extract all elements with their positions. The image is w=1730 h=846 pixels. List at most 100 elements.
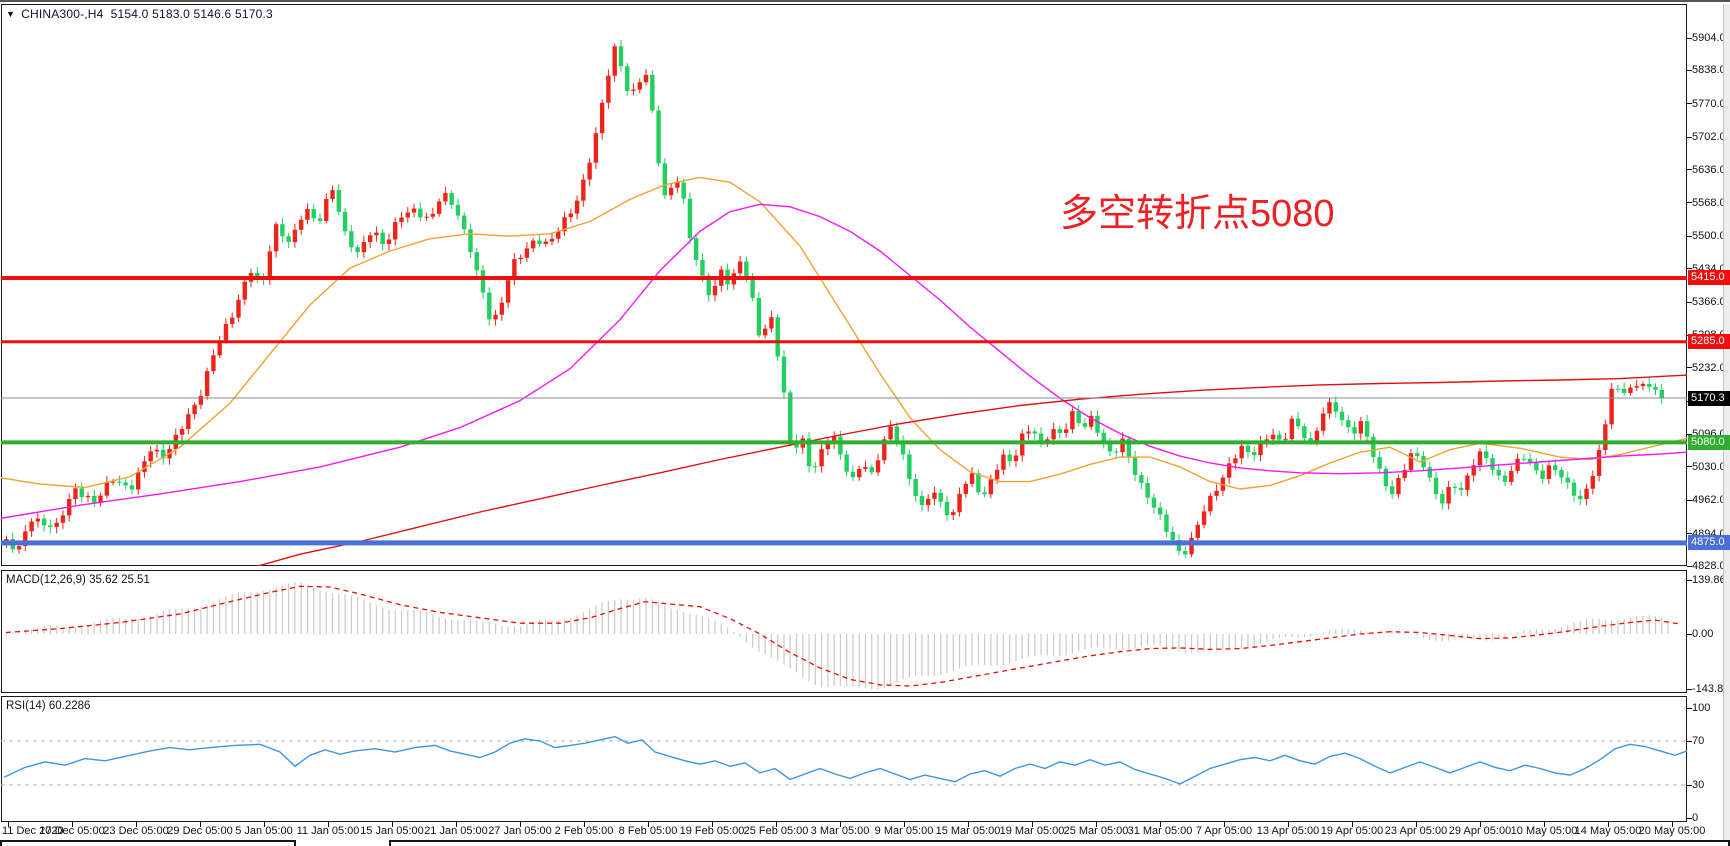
time-axis-label: 25 Mar 05:00 [1063, 825, 1129, 837]
price-axis-label: 5770.0 [1692, 97, 1726, 110]
time-tick-mark [712, 822, 713, 827]
time-tick-mark [264, 822, 265, 827]
time-axis-label: 14 May 05:00 [1574, 825, 1642, 837]
time-axis-label: 23 Dec 05:00 [103, 825, 169, 837]
symbol-label: CHINA300-,H4 [21, 7, 104, 21]
axis-tick-mark [1687, 499, 1692, 501]
time-tick-mark [776, 822, 777, 827]
symbol-ohlc-header: ▼ CHINA300-,H4 5154.0 5183.0 5146.6 5170.… [6, 7, 273, 21]
time-axis-label: 15 Mar 05:00 [935, 825, 1001, 837]
time-axis-label: 20 May 05:00 [1638, 825, 1706, 837]
time-axis-label: 27 Jan 05:00 [488, 825, 552, 837]
time-tick-mark [1160, 822, 1161, 827]
time-tick-mark [456, 822, 457, 827]
axis-tick-mark [1687, 688, 1692, 690]
rsi-indicator-panel[interactable] [1, 696, 1687, 822]
time-axis-label: 29 Dec 05:00 [167, 825, 233, 837]
axis-tick-mark [1687, 740, 1692, 742]
price-axis-label: 4828.0 [1692, 560, 1726, 572]
bottom-window-edge-right [389, 840, 1730, 846]
time-tick-mark [904, 822, 905, 827]
time-axis-label: 19 Mar 05:00 [999, 825, 1065, 837]
axis-tick-mark [1687, 235, 1692, 237]
time-axis-label: 7 Apr 05:00 [1195, 825, 1253, 837]
axis-tick-mark [1687, 817, 1692, 819]
current-price-badge: 5170.3 [1688, 390, 1730, 406]
time-axis-label: 21 Jan 05:00 [424, 825, 488, 837]
time-axis-label: 10 May 05:00 [1510, 825, 1578, 837]
price-axis-label: 5636.0 [1692, 163, 1726, 176]
axis-tick-mark [1687, 367, 1692, 369]
open-value: 5154.0 [110, 7, 149, 21]
time-tick-mark [392, 822, 393, 827]
hline-price-badge: 5285.0 [1688, 334, 1730, 350]
macd-axis-label: 0.00 [1692, 628, 1714, 640]
time-tick-mark [1096, 822, 1097, 827]
macd-label: MACD(12,26,9) 35.62 25.51 [6, 574, 150, 586]
time-tick-mark [8, 822, 9, 827]
axis-tick-mark [1687, 579, 1692, 581]
time-tick-mark [648, 822, 649, 827]
rsi-axis-label: 70 [1692, 735, 1705, 747]
time-tick-mark [1352, 822, 1353, 827]
time-tick-mark [968, 822, 969, 827]
axis-tick-mark [1687, 301, 1692, 303]
time-axis-label: 31 Mar 05:00 [1127, 825, 1193, 837]
low-value: 5146.6 [193, 7, 232, 21]
axis-tick-mark [1687, 103, 1692, 105]
price-axis-label: 5500.0 [1692, 230, 1726, 243]
price-axis-label: 5702.0 [1692, 131, 1726, 144]
vertical-scrollbar[interactable] [1723, 4, 1730, 840]
price-axis-label: 5232.0 [1692, 361, 1726, 374]
rsi-value: 60.2286 [48, 700, 91, 712]
price-chart-panel[interactable] [1, 4, 1687, 566]
time-axis-label: 23 Apr 05:00 [1384, 825, 1448, 837]
time-axis-label: 13 Apr 05:00 [1256, 825, 1320, 837]
price-axis-label: 4962.0 [1692, 494, 1726, 507]
axis-tick-mark [1687, 268, 1692, 270]
macd-axis-label: 139.86 [1692, 574, 1726, 587]
time-axis-label: 11 Dec 2020 [2, 825, 64, 837]
macd-indicator-panel[interactable] [1, 570, 1687, 693]
time-tick-mark [1480, 822, 1481, 827]
high-value: 5183.0 [152, 7, 190, 21]
time-axis-label: 19 Apr 05:00 [1320, 825, 1384, 837]
price-axis-label: 5030.0 [1692, 460, 1726, 473]
price-axis-label: 5366.0 [1692, 296, 1726, 308]
rsi-label: RSI(14) 60.2286 [6, 700, 90, 712]
axis-tick-mark [1687, 169, 1692, 170]
axis-tick-mark [1687, 69, 1692, 71]
time-axis-label: 29 Apr 05:00 [1448, 825, 1512, 837]
time-axis-label: 17 Dec 05:00 [39, 825, 105, 837]
rsi-name: RSI(14) [6, 700, 46, 712]
macd-values: 35.62 25.51 [89, 574, 150, 586]
bottom-window-edge-left [0, 840, 296, 846]
axis-tick-mark [1687, 707, 1692, 709]
time-tick-mark [1032, 822, 1033, 827]
time-tick-mark [1224, 822, 1225, 827]
time-tick-mark [72, 822, 73, 827]
time-tick-mark [840, 822, 841, 827]
close-value: 5170.3 [234, 7, 273, 21]
rsi-axis-label: 0 [1692, 812, 1699, 824]
axis-tick-mark [1687, 533, 1692, 535]
chart-annotation-text: 多空转折点5080 [1060, 193, 1335, 235]
time-axis-label: 15 Jan 05:00 [360, 825, 424, 837]
time-axis-label: 19 Feb 05:00 [679, 825, 745, 837]
axis-tick-mark [1687, 136, 1692, 138]
time-tick-mark [1544, 822, 1545, 827]
macd-name: MACD(12,26,9) [6, 574, 86, 586]
axis-tick-mark [1687, 433, 1692, 435]
time-tick-mark [1672, 822, 1673, 827]
chevron-down-icon[interactable]: ▼ [6, 9, 16, 19]
time-axis-label: 25 Feb 05:00 [743, 825, 809, 837]
time-axis-label: 5 Jan 05:00 [235, 825, 293, 837]
hline-price-badge: 5415.0 [1688, 270, 1730, 286]
price-axis-label: 5568.0 [1692, 196, 1726, 209]
price-axis-label: 5838.0 [1692, 64, 1726, 77]
time-tick-mark [1288, 822, 1289, 827]
axis-tick-mark [1687, 565, 1692, 567]
axis-tick-mark [1687, 466, 1692, 468]
time-tick-mark [584, 822, 585, 827]
